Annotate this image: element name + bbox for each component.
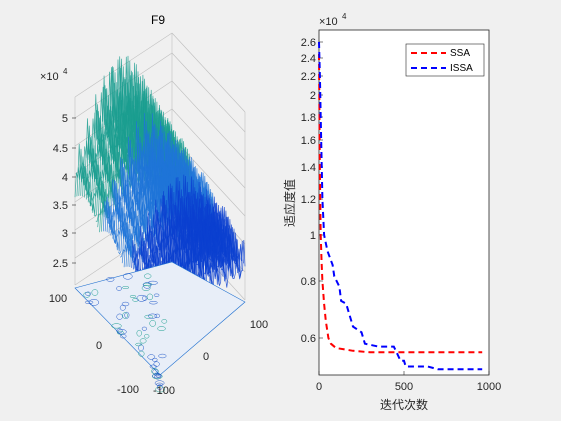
contour-ring <box>153 361 160 367</box>
legend-box <box>405 43 485 77</box>
contour-ring <box>135 342 143 347</box>
contour-ring <box>142 282 153 286</box>
contour-ring <box>143 281 152 289</box>
contour-ring <box>129 295 137 298</box>
y-tick-label: 0.8 <box>301 276 316 288</box>
z-tick-label: 5 <box>62 113 68 125</box>
contour-ring <box>156 382 164 387</box>
surface-title: F9 <box>151 13 165 27</box>
y-axis-label: 适应度值 <box>282 179 297 227</box>
y-tick-label: 1 <box>310 230 316 242</box>
contour-ring <box>154 372 160 377</box>
contour-ring <box>106 277 115 282</box>
contour-ring <box>85 291 91 296</box>
contour-ring <box>123 273 133 280</box>
contour-ring <box>116 286 123 291</box>
z-axis-exponent: ×10 4 <box>40 67 68 83</box>
contour-ring <box>148 313 158 319</box>
contour-ring <box>144 273 152 279</box>
z-tick-label: 4.5 <box>53 143 68 155</box>
y-tick-label: 2.2 <box>301 71 316 83</box>
legend-label-issa: ISSA <box>450 63 473 74</box>
legend-label-ssa: SSA <box>450 48 470 59</box>
contour-ring <box>136 329 142 337</box>
z-exponent-base: ×10 <box>40 71 59 83</box>
y-tick-label: 1.2 <box>301 194 316 206</box>
contour-ring <box>119 304 126 311</box>
series-lines <box>318 41 483 371</box>
y-tick-label: 1.6 <box>301 135 316 147</box>
x-tick-label: -100 <box>117 384 139 396</box>
legend: SSA ISSA <box>405 43 485 77</box>
y-exponent-power: 4 <box>342 12 347 21</box>
contour-ring <box>138 350 145 357</box>
z-tick-label: 4 <box>62 172 68 184</box>
contour-ring <box>153 293 160 297</box>
contour-ring <box>144 333 150 339</box>
y-tick-label: 100 <box>250 319 268 331</box>
contour-ring <box>111 323 122 329</box>
plot-area <box>318 29 490 376</box>
y-tick-label: 2.4 <box>301 53 316 65</box>
x-tick-label: 1000 <box>477 381 501 393</box>
x-axis-label: 迭代次数 <box>380 397 428 412</box>
convergence-plot: 0.6 0.8 1 1.2 1.4 1.6 1.8 2 2.2 2.4 2.6 0 500 1000 ×1… <box>282 12 501 412</box>
contour-ring <box>157 326 166 331</box>
y-tick-label: 2 <box>310 90 316 102</box>
y-axis-exponent: ×10 4 <box>319 12 347 28</box>
contour-ring <box>122 286 130 289</box>
contour-base <box>74 261 246 393</box>
contour-ring <box>141 326 147 331</box>
contour-ring <box>149 320 156 327</box>
series-line-ssa <box>318 53 483 354</box>
x-axis-ticks: 100 0 -100 <box>49 293 139 396</box>
y-tick-label: 1.8 <box>301 112 316 124</box>
contour-ring <box>91 289 99 296</box>
contour-ring <box>136 294 147 302</box>
y-axis-ticks: 100 0 -100 <box>153 319 268 397</box>
contour-ring <box>132 298 139 302</box>
surface-plot: F9 ×10 4 2.5 3 3.5 4 4.5 5 100 0 -100 100 0 -100 <box>40 13 268 397</box>
contour-ring <box>147 280 158 285</box>
z-tick-label: 3 <box>62 228 68 240</box>
y-tick-label: -100 <box>153 385 175 397</box>
contour-ring <box>147 354 156 360</box>
z-tick-label: 3.5 <box>53 200 68 212</box>
contour-ring <box>88 299 100 306</box>
line-axis-ticks: 0.6 0.8 1 1.2 1.4 1.6 1.8 2 2.2 2.4 2.6 0 500 1000 <box>301 37 502 393</box>
z-axis-ticks: 2.5 3 3.5 4 4.5 5 <box>53 113 76 270</box>
y-exponent-base: ×10 <box>319 16 338 28</box>
y-tick-label: 1.4 <box>301 162 316 174</box>
x-tick-label: 0 <box>316 381 322 393</box>
contour-ring <box>161 319 168 324</box>
contour-ring <box>155 386 166 393</box>
y-tick-label: 2.6 <box>301 37 316 49</box>
contour-ring <box>124 311 130 319</box>
series-line-issa <box>318 41 483 371</box>
contour-ring <box>84 300 94 304</box>
contour-ring <box>139 338 147 344</box>
contour-ring <box>121 301 130 307</box>
contour-ring <box>119 334 127 339</box>
contour-ring <box>154 380 165 386</box>
x-tick-label: 500 <box>395 381 413 393</box>
z-exponent-power: 4 <box>63 67 68 76</box>
contour-ring <box>116 330 124 335</box>
contour-ring <box>152 373 162 379</box>
x-tick-label: 100 <box>49 293 67 305</box>
z-tick-label: 2.5 <box>53 258 68 270</box>
contour-ring <box>116 328 123 334</box>
contour-ring <box>157 384 163 390</box>
contour-ring <box>158 353 167 359</box>
y-tick-label: 0.6 <box>301 333 316 345</box>
x-tick-label: 0 <box>96 340 102 352</box>
contour-ring <box>154 313 161 319</box>
y-tick-label: 0 <box>203 351 209 363</box>
contour-ring <box>146 293 154 301</box>
contour-ring <box>122 312 128 319</box>
contour-ring <box>155 373 161 378</box>
contour-ring <box>149 301 158 305</box>
